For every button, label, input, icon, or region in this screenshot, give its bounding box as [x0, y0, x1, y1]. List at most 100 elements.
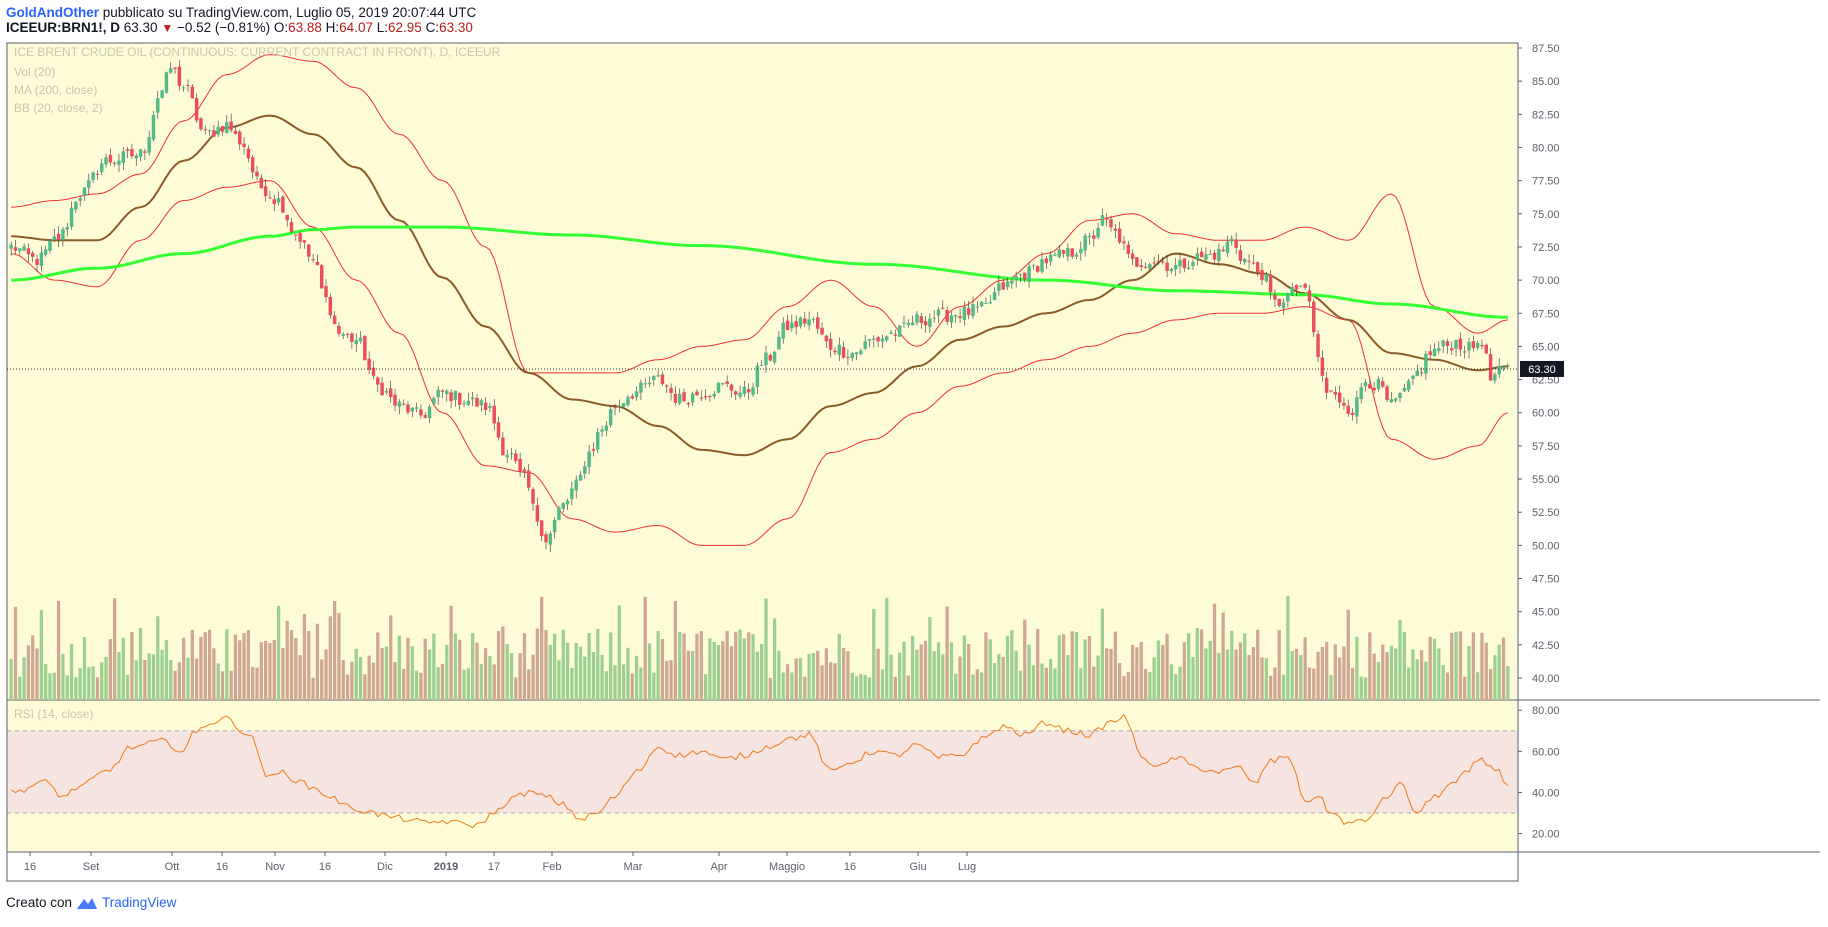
candle-body — [1346, 405, 1350, 415]
tradingview-logo-icon — [77, 897, 98, 909]
candle-body — [61, 229, 65, 241]
tradingview-link[interactable]: TradingView — [102, 895, 177, 910]
candle-body — [885, 336, 889, 341]
volume-bar — [768, 677, 772, 700]
volume-bar — [997, 654, 1001, 700]
candle-body — [401, 403, 406, 405]
rsi-band — [7, 730, 1518, 813]
candle-body — [1122, 241, 1126, 244]
candle-body — [854, 352, 859, 355]
volume-bar — [302, 613, 307, 700]
open-value: 63.88 — [288, 20, 322, 35]
candle-body — [863, 341, 867, 349]
candle-body — [1299, 285, 1303, 287]
candle-body — [841, 347, 846, 358]
candle-body — [410, 407, 415, 412]
candle-body — [492, 405, 496, 424]
volume-bar — [1290, 651, 1294, 700]
legend-vol: Vol (20) — [14, 65, 55, 79]
price-tick-label: 62.50 — [1532, 375, 1560, 387]
candle-body — [212, 130, 216, 137]
time-tick-label: Ott — [165, 861, 180, 873]
candle-body — [74, 201, 78, 210]
volume-bar — [1243, 633, 1247, 700]
candle-body — [923, 321, 928, 326]
volume-bar — [729, 646, 734, 700]
volume-bar — [954, 673, 958, 700]
volume-bar — [1187, 633, 1191, 700]
volume-bar — [1501, 637, 1506, 700]
candle-body — [1195, 253, 1200, 260]
candle-body — [647, 382, 652, 385]
volume-bar — [1467, 646, 1471, 700]
volume-bar — [742, 638, 747, 700]
volume-bar — [988, 639, 992, 700]
candle-body — [82, 187, 87, 197]
candle-body — [488, 406, 492, 409]
volume-bar — [1363, 677, 1368, 700]
candle-body — [207, 130, 212, 132]
volume-bar — [829, 662, 833, 700]
time-tick-label: 16 — [844, 861, 856, 873]
candle-body — [570, 488, 574, 500]
candle-body — [199, 118, 203, 130]
candle-body — [608, 409, 613, 426]
volume-bar — [1044, 667, 1048, 700]
volume-bar — [764, 598, 768, 700]
candle-body — [1096, 227, 1100, 238]
price-tick-label: 72.50 — [1532, 242, 1560, 254]
candle-body — [522, 469, 527, 472]
volume-bar — [134, 660, 138, 700]
candle-body — [1186, 267, 1191, 270]
candle-body — [734, 391, 738, 395]
volume-bar — [91, 666, 95, 700]
candle-body — [617, 405, 622, 407]
volume-bar — [992, 663, 997, 700]
volume-bar — [1074, 631, 1079, 700]
volume-bar — [1458, 631, 1463, 700]
low-value: 62.95 — [388, 20, 422, 35]
volume-bar — [358, 657, 363, 700]
volume-bar — [626, 647, 630, 700]
volume-bar — [1294, 648, 1299, 700]
volume-bar — [1161, 644, 1165, 700]
volume-bar — [367, 655, 371, 700]
candle-body — [966, 308, 971, 315]
candle-body — [1337, 392, 1342, 403]
volume-bar — [350, 661, 354, 700]
candle-body — [613, 407, 617, 409]
volume-bar — [1359, 676, 1363, 700]
volume-bar — [1337, 657, 1342, 700]
candle-body — [380, 382, 384, 396]
price-change: −0.52 (−0.81%) — [177, 20, 271, 35]
volume-bar — [1238, 642, 1243, 700]
time-tick-label: 16 — [24, 861, 36, 873]
candle-body — [117, 160, 121, 165]
volume-bar — [509, 653, 514, 700]
volume-bar — [82, 636, 87, 700]
candle-body — [285, 214, 289, 221]
candle-body — [721, 383, 725, 385]
author-link[interactable]: GoldAndOther — [6, 5, 99, 20]
volume-bar — [561, 629, 565, 700]
volume-bar — [1217, 652, 1221, 700]
candle-body — [690, 393, 695, 403]
candle-body — [311, 259, 315, 261]
volume-bar — [962, 635, 967, 700]
candle-body — [220, 126, 225, 132]
candle-body — [518, 458, 522, 471]
volume-bar — [1333, 644, 1337, 700]
volume-bar — [1463, 676, 1467, 700]
volume-bar — [695, 633, 699, 700]
candle-body — [1040, 259, 1044, 272]
volume-bar — [1135, 647, 1139, 700]
candle-body — [332, 315, 337, 325]
candle-body — [811, 319, 816, 321]
down-arrow-icon: ▼ — [161, 21, 174, 35]
volume-bar — [867, 677, 872, 700]
candle-body — [833, 350, 837, 353]
volume-bar — [1083, 639, 1087, 700]
volume-bar — [229, 670, 233, 700]
